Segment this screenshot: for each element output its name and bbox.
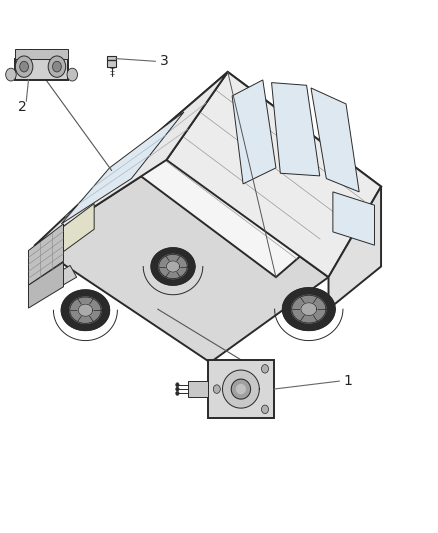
Circle shape — [20, 61, 28, 72]
Polygon shape — [64, 204, 94, 252]
Text: 1: 1 — [344, 374, 353, 388]
Polygon shape — [35, 160, 329, 362]
Polygon shape — [188, 381, 208, 397]
Polygon shape — [15, 49, 68, 59]
Polygon shape — [301, 303, 317, 316]
Circle shape — [213, 385, 220, 393]
Circle shape — [176, 383, 179, 387]
Polygon shape — [15, 59, 68, 80]
Polygon shape — [35, 72, 228, 245]
Polygon shape — [166, 261, 180, 272]
Polygon shape — [166, 72, 381, 277]
Circle shape — [67, 68, 78, 81]
Text: 3: 3 — [160, 54, 169, 68]
Bar — [107, 56, 116, 67]
Circle shape — [261, 365, 268, 373]
Polygon shape — [61, 290, 110, 330]
Polygon shape — [151, 248, 195, 285]
Circle shape — [176, 387, 179, 391]
Text: 2: 2 — [18, 100, 26, 114]
Polygon shape — [28, 224, 64, 285]
Circle shape — [6, 68, 16, 81]
Circle shape — [48, 56, 66, 77]
Polygon shape — [223, 370, 259, 408]
Polygon shape — [292, 295, 326, 323]
Polygon shape — [61, 112, 184, 224]
Polygon shape — [28, 262, 64, 308]
Polygon shape — [28, 265, 77, 304]
Polygon shape — [231, 379, 251, 399]
Polygon shape — [232, 80, 276, 184]
Polygon shape — [123, 72, 381, 277]
Circle shape — [176, 391, 179, 395]
Polygon shape — [237, 385, 245, 393]
Polygon shape — [272, 83, 320, 176]
Polygon shape — [208, 360, 274, 418]
Polygon shape — [159, 254, 187, 279]
Polygon shape — [311, 88, 359, 192]
Polygon shape — [328, 187, 381, 309]
Circle shape — [53, 61, 61, 72]
Polygon shape — [70, 297, 101, 324]
Polygon shape — [333, 192, 374, 245]
Polygon shape — [283, 288, 335, 330]
Polygon shape — [78, 304, 93, 316]
Circle shape — [15, 56, 33, 77]
Circle shape — [261, 405, 268, 414]
